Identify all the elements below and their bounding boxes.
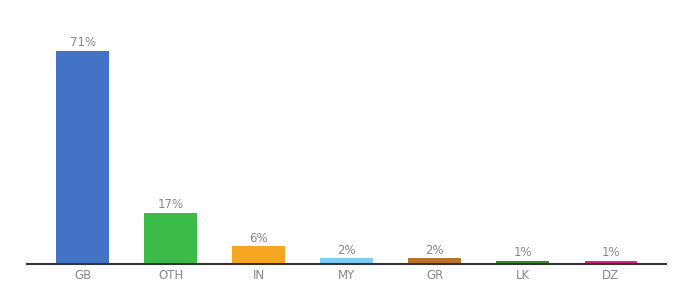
Text: 17%: 17% [158, 199, 184, 212]
Text: 71%: 71% [69, 37, 96, 50]
Bar [496, 261, 549, 264]
Bar [144, 213, 197, 264]
Text: 2%: 2% [337, 244, 356, 256]
Text: 1%: 1% [602, 247, 620, 260]
Text: 2%: 2% [426, 244, 444, 256]
Bar [409, 258, 461, 264]
Text: 6%: 6% [250, 232, 268, 244]
Bar [585, 261, 637, 264]
Bar [233, 246, 285, 264]
Text: 1%: 1% [513, 247, 532, 260]
Bar [320, 258, 373, 264]
Bar [56, 51, 109, 264]
